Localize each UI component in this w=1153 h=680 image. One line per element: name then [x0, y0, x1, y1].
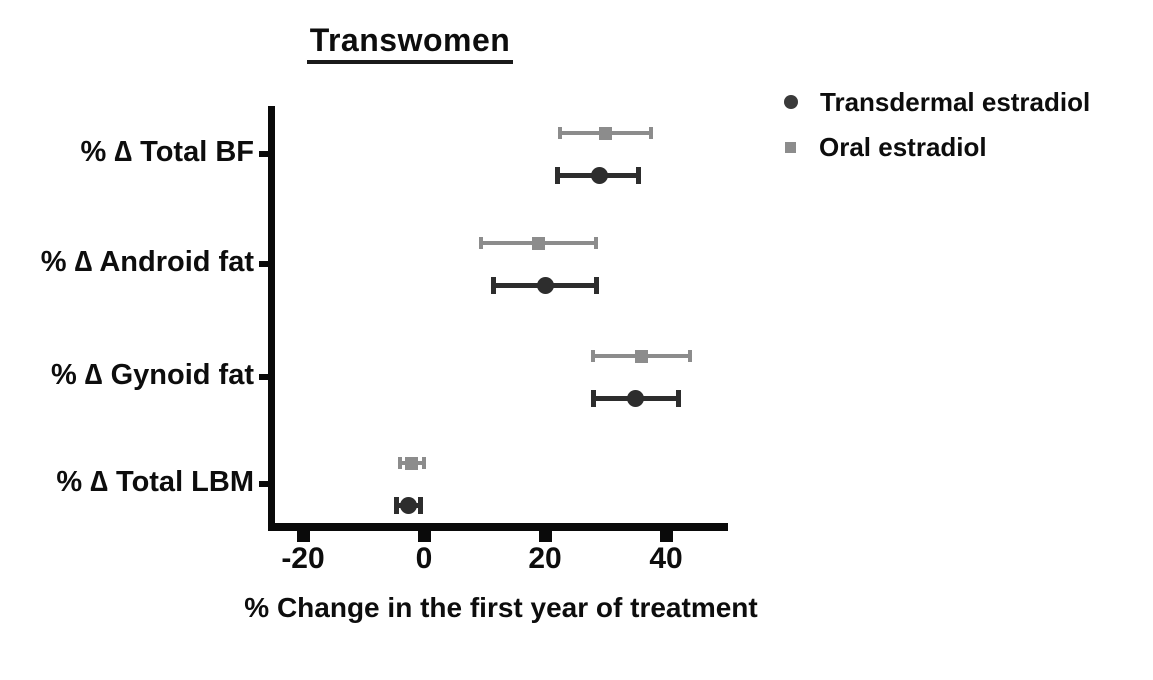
y-axis [268, 106, 275, 531]
data-point-square [532, 236, 546, 250]
y-tick [259, 151, 268, 157]
x-tick-label: 40 [649, 542, 683, 575]
legend-label-oral: Oral estradiol [819, 131, 987, 162]
x-tick [538, 531, 552, 542]
error-bar-cap [636, 166, 642, 184]
category-label: % ∆ Android fat [40, 246, 254, 278]
data-point-circle [627, 389, 645, 407]
y-tick [259, 261, 268, 267]
data-point-square [635, 349, 649, 363]
error-bar-cap [558, 127, 563, 139]
error-bar-cap [491, 276, 497, 294]
error-bar-cap [591, 350, 596, 362]
data-point-square [599, 126, 612, 140]
x-axis-title: % Change in the first year of treatment [244, 592, 758, 623]
legend-item-transdermal: Transdermal estradiol [778, 86, 1090, 118]
x-tick-label: 0 [415, 542, 433, 575]
chart-title-wrap: Transwomen [240, 22, 580, 64]
x-tick [659, 531, 673, 542]
y-tick [259, 374, 268, 380]
legend-item-oral: Oral estradiol [778, 131, 1090, 163]
error-bar-cap [594, 237, 599, 249]
error-bar-cap [688, 350, 693, 362]
error-bar-cap [554, 166, 560, 184]
legend-label-transdermal: Transdermal estradiol [820, 86, 1091, 117]
error-bar-cap [648, 127, 653, 139]
chart-title: Transwomen [306, 22, 514, 64]
error-bar-cap [593, 276, 599, 294]
y-tick [259, 481, 268, 487]
data-point-square [405, 456, 419, 470]
x-axis [268, 523, 728, 531]
category-label: % ∆ Gynoid fat [50, 359, 254, 391]
error-bar-cap [418, 496, 424, 514]
data-point-circle [590, 166, 608, 184]
error-bar-cap [422, 457, 426, 469]
x-tick-label: -20 [281, 542, 325, 575]
error-bar-cap [675, 389, 681, 407]
data-point-circle [400, 496, 418, 514]
category-label: % ∆ Total LBM [56, 466, 254, 498]
category-label: % ∆ Total BF [80, 136, 254, 168]
data-point-circle [536, 276, 554, 294]
error-bar-cap [479, 237, 484, 249]
square-marker-icon [785, 141, 796, 153]
error-bar-cap [590, 389, 596, 407]
legend: Transdermal estradiol Oral estradiol [778, 86, 1090, 163]
x-tick [417, 531, 431, 542]
x-tick-label: 20 [528, 542, 562, 575]
error-bar-cap [397, 457, 402, 469]
circle-marker-icon [784, 95, 798, 109]
x-tick [296, 531, 310, 542]
error-bar-cap [394, 496, 400, 514]
